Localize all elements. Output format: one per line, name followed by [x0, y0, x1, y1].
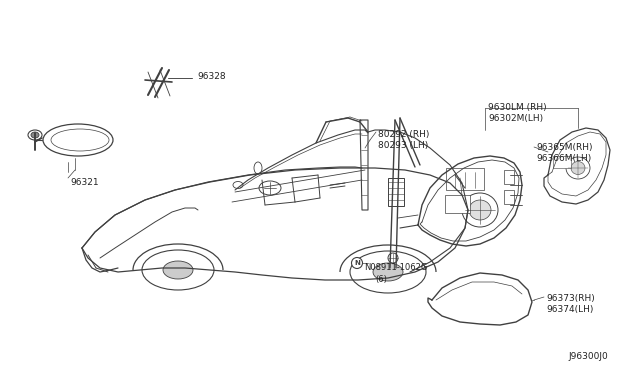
- Text: 80292 (RH): 80292 (RH): [378, 130, 429, 139]
- Text: 9630LM (RH): 9630LM (RH): [488, 103, 547, 112]
- Ellipse shape: [259, 181, 281, 195]
- FancyBboxPatch shape: [388, 178, 404, 206]
- Text: N: N: [354, 260, 360, 266]
- Ellipse shape: [233, 182, 243, 189]
- Text: 96374(LH): 96374(LH): [546, 305, 593, 314]
- Text: 96373(RH): 96373(RH): [546, 294, 595, 303]
- Ellipse shape: [28, 130, 42, 140]
- Ellipse shape: [142, 250, 214, 290]
- Text: 96302M(LH): 96302M(LH): [488, 114, 543, 123]
- Ellipse shape: [571, 161, 585, 174]
- Ellipse shape: [388, 253, 398, 263]
- Ellipse shape: [350, 251, 426, 293]
- Ellipse shape: [469, 200, 491, 220]
- Ellipse shape: [566, 157, 590, 179]
- FancyBboxPatch shape: [446, 168, 484, 190]
- Ellipse shape: [51, 129, 109, 151]
- Text: 96328: 96328: [197, 72, 226, 81]
- Text: J96300J0: J96300J0: [568, 352, 608, 361]
- Ellipse shape: [351, 257, 362, 269]
- FancyBboxPatch shape: [553, 156, 571, 168]
- Ellipse shape: [462, 193, 498, 227]
- Ellipse shape: [373, 263, 403, 281]
- FancyBboxPatch shape: [445, 195, 470, 213]
- Text: 96321: 96321: [70, 178, 99, 187]
- Text: 96365M(RH): 96365M(RH): [536, 143, 593, 152]
- Ellipse shape: [43, 124, 113, 156]
- FancyBboxPatch shape: [504, 170, 514, 184]
- Text: (6): (6): [375, 275, 387, 284]
- Text: N08911-1062G: N08911-1062G: [364, 263, 428, 272]
- Text: 80293 (LH): 80293 (LH): [378, 141, 428, 150]
- Ellipse shape: [254, 162, 262, 174]
- FancyBboxPatch shape: [504, 190, 514, 204]
- Text: 96366M(LH): 96366M(LH): [536, 154, 591, 163]
- Ellipse shape: [31, 132, 39, 138]
- Ellipse shape: [163, 261, 193, 279]
